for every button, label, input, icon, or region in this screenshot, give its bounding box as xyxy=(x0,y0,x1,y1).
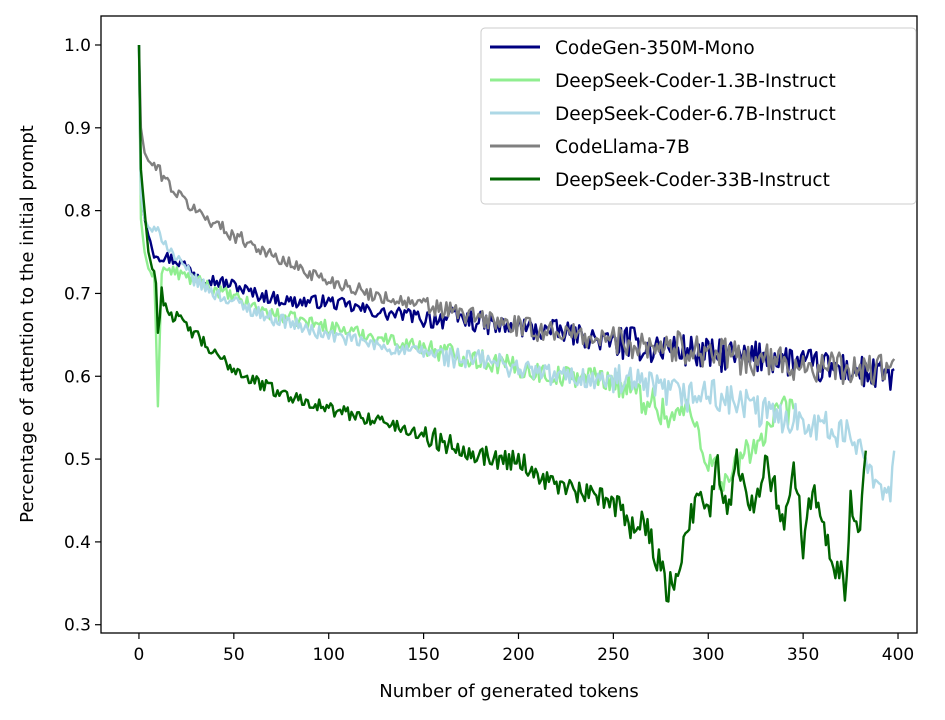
x-tick-label: 250 xyxy=(597,645,629,665)
y-tick-label: 1.0 xyxy=(64,36,91,56)
legend: CodeGen-350M-Mono DeepSeek-Coder-1.3B-Ins… xyxy=(480,27,917,205)
legend-label-deepseek-coder-6-7b-instruct: DeepSeek-Coder-6.7B-Instruct xyxy=(555,104,836,125)
y-tick-label: 0.7 xyxy=(64,284,91,304)
x-tick-label: 300 xyxy=(692,645,724,665)
y-tick-label: 0.5 xyxy=(64,450,91,470)
series-line-codellama-7b xyxy=(137,44,896,386)
legend-frame xyxy=(480,27,917,205)
x-tick-label: 0 xyxy=(134,645,145,665)
y-tick-label: 0.6 xyxy=(64,367,91,387)
y-tick-label: 0.8 xyxy=(64,202,91,222)
series-line-deepseek-coder-6-7b-instruct xyxy=(137,44,896,503)
x-axis: 0 50 100 150 200 250 300 350 400 xyxy=(134,633,914,665)
x-tick-label: 150 xyxy=(407,645,439,665)
legend-label-codegen-350m-mono: CodeGen-350M-Mono xyxy=(555,38,755,59)
y-tick-label: 0.3 xyxy=(64,616,91,636)
y-axis: 0.3 0.4 0.5 0.6 0.7 0.8 0.9 1.0 xyxy=(64,36,101,636)
y-axis-label: Percentage of attention to the initial p… xyxy=(17,125,38,523)
series-line-deepseek-coder-33b-instruct xyxy=(137,44,867,603)
plot-frame xyxy=(100,15,918,634)
legend-label-deepseek-coder-33b-instruct: DeepSeek-Coder-33B-Instruct xyxy=(555,170,830,191)
y-tick-label: 0.9 xyxy=(64,119,91,139)
x-tick-label: 350 xyxy=(787,645,819,665)
legend-label-deepseek-coder-1-3b-instruct: DeepSeek-Coder-1.3B-Instruct xyxy=(555,71,836,92)
x-tick-label: 400 xyxy=(882,645,914,665)
series-layer xyxy=(137,44,896,603)
y-tick-label: 0.4 xyxy=(64,533,91,553)
x-tick-label: 50 xyxy=(223,645,245,665)
x-axis-label: Number of generated tokens xyxy=(379,681,639,702)
x-tick-label: 200 xyxy=(502,645,534,665)
legend-label-codellama-7b: CodeLlama-7B xyxy=(555,137,690,158)
x-tick-label: 100 xyxy=(312,645,344,665)
